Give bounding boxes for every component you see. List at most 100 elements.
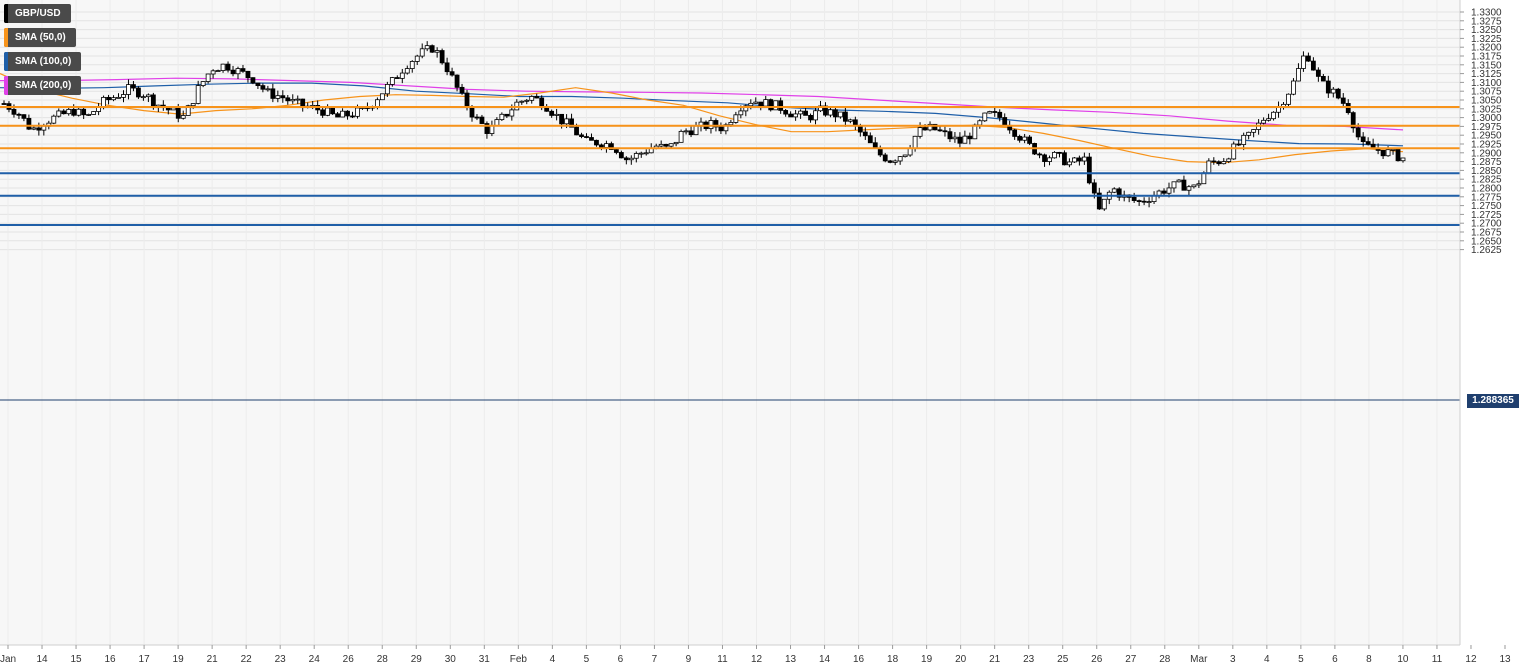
x-tick-label: 5 (1298, 654, 1304, 665)
candle-up (738, 110, 744, 116)
candle-down (887, 160, 893, 163)
y-tick-label: 1.3125 (1471, 69, 1502, 80)
legend-item-sma100: SMA (100,0) (4, 52, 82, 71)
candle-down (260, 85, 266, 90)
candle-down (26, 117, 32, 130)
candle-down (16, 113, 22, 116)
x-tick-label: 19 (921, 654, 933, 665)
candle-down (584, 136, 589, 138)
y-tick-label: 1.2925 (1471, 140, 1502, 151)
candle-down (842, 111, 848, 122)
y-tick-label: 1.2725 (1471, 210, 1502, 221)
candle-down (81, 108, 87, 116)
candle-up (773, 100, 779, 111)
candle-up (907, 147, 913, 156)
candle-down (484, 123, 490, 134)
candle-up (1291, 80, 1296, 95)
x-tick-label: 4 (1264, 654, 1270, 665)
x-tick-label: 12 (751, 654, 763, 665)
candle-up (708, 120, 714, 130)
candle-down (1216, 161, 1222, 165)
candle-down (1091, 182, 1097, 194)
candle-up (86, 114, 92, 116)
candle-down (1012, 129, 1018, 137)
candle-up (798, 110, 803, 115)
candle-up (1186, 186, 1192, 191)
x-tick-label: 16 (853, 654, 865, 665)
candle-down (1211, 160, 1217, 163)
x-axis: Jan 14 15 16 17 19 21 22 23 24 26 28 29 30 31 Feb 4 5 6 7 9 1… (0, 645, 1511, 665)
x-tick-label: 26 (343, 654, 355, 665)
candle-down (599, 144, 604, 148)
candle-down (429, 45, 435, 53)
candle-up (818, 105, 823, 112)
candle-up (1251, 129, 1257, 133)
candle-down (1037, 153, 1042, 156)
candle-down (922, 127, 928, 131)
candle-down (1181, 179, 1187, 191)
candle-up (658, 143, 664, 147)
candle-up (205, 73, 211, 82)
candle-up (1196, 183, 1202, 186)
candle-down (270, 88, 276, 99)
candle-down (36, 127, 42, 131)
candle-up (668, 143, 674, 147)
y-tick-label: 1.2775 (1471, 192, 1502, 203)
candle-down (957, 136, 963, 144)
candle-down (1017, 136, 1023, 141)
candle-up (419, 48, 425, 57)
legend: GBP/USD SMA (50,0) SMA (100,0) SMA (200,… (4, 4, 82, 100)
candle-down (1325, 80, 1331, 94)
y-tick-label: 1.3000 (1471, 113, 1502, 124)
candle-up (977, 120, 983, 126)
candle-down (534, 96, 540, 99)
candle-down (823, 105, 828, 116)
candle-down (718, 126, 724, 132)
candle-up (434, 50, 440, 53)
candle-down (175, 107, 181, 119)
x-tick-label: 9 (686, 654, 692, 665)
candle-up (509, 109, 515, 117)
y-axis: 1.33001.32751.32501.32251.32001.31751.31… (1460, 8, 1502, 256)
x-tick-label: 11 (717, 654, 728, 665)
candle-up (489, 125, 495, 134)
candle-down (454, 74, 460, 88)
candle-down (1395, 148, 1401, 162)
y-tick-label: 1.2700 (1471, 219, 1502, 230)
y-tick-label: 1.3100 (1471, 78, 1502, 89)
candle-up (1081, 156, 1087, 162)
candle-down (967, 135, 973, 140)
candle-up (91, 111, 97, 115)
candle-up (638, 152, 644, 155)
candle-up (220, 63, 226, 71)
x-tick-label: 13 (1499, 654, 1511, 665)
candle-up (917, 127, 923, 137)
level-lines (0, 106, 1460, 226)
x-tick-label: 28 (1159, 654, 1171, 665)
candle-down (1306, 55, 1311, 62)
candle-down (574, 126, 579, 136)
candle-down (71, 109, 77, 116)
candle-up (295, 98, 301, 101)
y-tick-label: 1.3175 (1471, 52, 1502, 63)
candle-up (1271, 111, 1276, 120)
candle-down (439, 50, 445, 64)
candle-up (180, 115, 186, 119)
y-tick-label: 1.3225 (1471, 34, 1502, 45)
candle-down (1380, 150, 1386, 157)
x-tick-label: 3 (1230, 654, 1236, 665)
candle-up (1067, 161, 1072, 166)
y-tick-label: 1.2950 (1471, 131, 1502, 142)
candle-down (225, 63, 231, 71)
candle-up (514, 101, 520, 111)
legend-swatch (4, 28, 8, 47)
candle-down (245, 70, 251, 79)
x-tick-label: 14 (819, 654, 831, 665)
candle-up (1221, 161, 1227, 165)
x-tick-label: 23 (275, 654, 287, 665)
y-tick-label: 1.2800 (1471, 184, 1502, 195)
last-price-tag: 1.288365 (1467, 394, 1519, 408)
candle-down (479, 116, 485, 124)
candle-up (1301, 55, 1306, 69)
legend-label: SMA (200,0) (15, 80, 72, 91)
